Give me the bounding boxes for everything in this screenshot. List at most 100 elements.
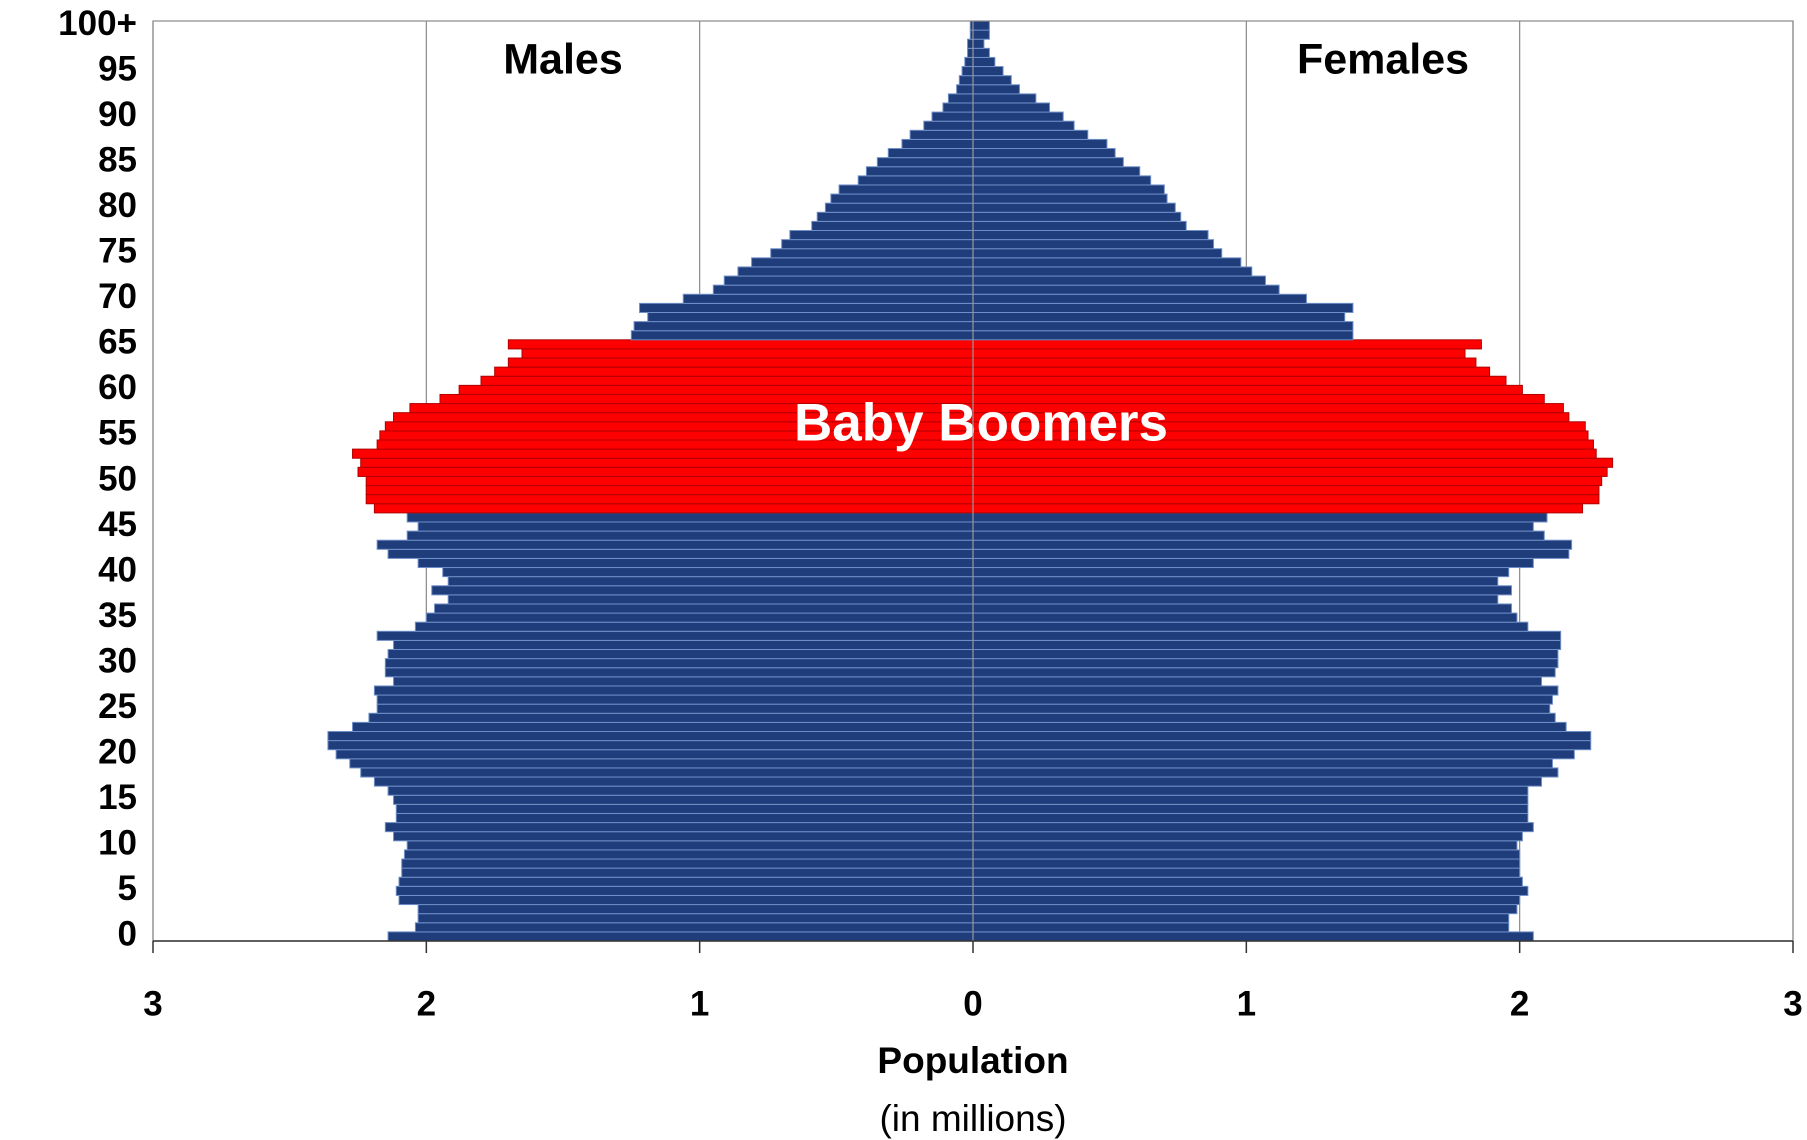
bar (972, 239, 1215, 250)
bar (327, 730, 974, 742)
bar (373, 503, 974, 514)
bar (480, 375, 974, 386)
bar (972, 75, 1012, 86)
bar (972, 266, 1253, 277)
bar (972, 785, 1529, 796)
bar (972, 776, 1543, 787)
bar (923, 120, 974, 131)
bar (972, 576, 1499, 587)
bar (972, 512, 1548, 523)
bar (972, 521, 1534, 532)
bar (972, 812, 1529, 824)
bar (789, 230, 974, 241)
bar (972, 366, 1491, 377)
bar (494, 366, 974, 377)
bar (387, 548, 974, 559)
bar (373, 776, 974, 787)
bar (972, 639, 1562, 651)
y-tick-label: 50 (98, 459, 137, 498)
bar (972, 630, 1562, 641)
bar (972, 885, 1529, 896)
y-tick-label: 60 (98, 368, 137, 407)
x-tick-label: 0 (963, 984, 982, 1023)
y-tick-label: 25 (98, 687, 137, 726)
y-tick-label: 5 (118, 869, 137, 908)
bar (972, 913, 1510, 924)
bar (972, 157, 1124, 168)
bar (956, 84, 974, 95)
y-tick-label: 0 (118, 915, 137, 954)
y-tick-label: 55 (98, 414, 137, 453)
bar (972, 612, 1518, 623)
bar (972, 594, 1499, 605)
bar (972, 138, 1108, 150)
bar (972, 894, 1521, 906)
bar (972, 567, 1510, 578)
bar (972, 685, 1559, 696)
bar (327, 740, 974, 751)
bar (384, 667, 974, 678)
bar (901, 138, 974, 150)
bar (972, 767, 1559, 778)
bar (972, 867, 1521, 878)
bar (964, 56, 974, 68)
bar (349, 758, 974, 769)
bar (972, 230, 1209, 241)
bar (633, 321, 974, 332)
y-tick-label: 20 (98, 733, 137, 772)
bar (909, 129, 974, 140)
bar (417, 557, 974, 569)
bar (811, 220, 974, 232)
bar (398, 894, 974, 906)
bar (972, 293, 1307, 304)
y-tick-label: 100+ (58, 4, 137, 43)
y-tick-label: 65 (98, 323, 137, 362)
bar (972, 111, 1064, 122)
bar (972, 175, 1152, 186)
bar (447, 594, 974, 605)
bar (406, 512, 974, 523)
y-tick-label: 85 (98, 140, 137, 179)
bar (395, 803, 974, 814)
bar (521, 348, 974, 359)
bar (972, 220, 1187, 232)
bar (384, 822, 974, 833)
bar (972, 475, 1603, 487)
bar (972, 749, 1575, 760)
bar (972, 730, 1592, 742)
bar (972, 93, 1037, 104)
y-tick-label: 70 (98, 277, 137, 316)
bar (395, 885, 974, 896)
bar (972, 357, 1477, 368)
bar (972, 649, 1559, 660)
bar (647, 311, 974, 323)
bar (393, 794, 974, 805)
x-tick-label: 2 (1510, 984, 1529, 1023)
y-tick-label: 75 (98, 232, 137, 271)
bar (360, 457, 974, 468)
y-tick-label: 95 (98, 49, 137, 88)
bar (417, 904, 974, 915)
bar (972, 803, 1529, 814)
bar (972, 311, 1346, 323)
x-axis-label: Population (877, 1040, 1068, 1081)
bar (387, 785, 974, 796)
y-tick-label: 45 (98, 505, 137, 544)
bar (972, 831, 1523, 842)
bar (972, 321, 1354, 332)
bar (972, 840, 1518, 851)
bar (961, 66, 974, 77)
bar (387, 649, 974, 660)
bar (414, 621, 974, 632)
bar (414, 922, 974, 933)
bar (972, 457, 1614, 468)
bar (972, 703, 1551, 714)
bar (639, 302, 974, 313)
bar (972, 339, 1482, 350)
bar (972, 621, 1529, 632)
bar (507, 339, 974, 350)
bar (395, 812, 974, 824)
bar (417, 913, 974, 924)
bar (972, 548, 1570, 559)
bar (972, 66, 1004, 77)
